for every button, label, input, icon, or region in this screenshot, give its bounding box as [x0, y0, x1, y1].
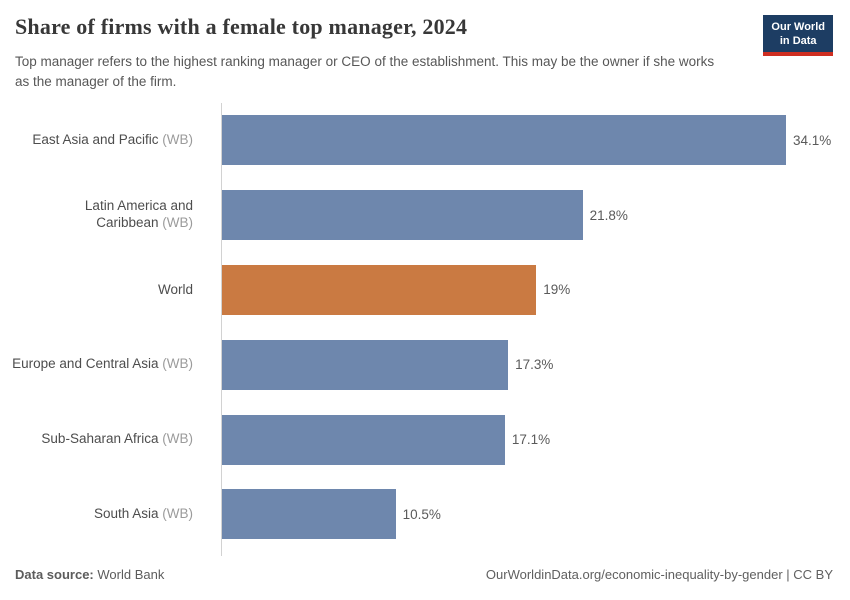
category-label: East Asia and Pacific (WB) [0, 132, 207, 149]
owid-logo[interactable]: Our World in Data [763, 15, 833, 56]
bar-south-asia[interactable] [222, 489, 396, 540]
category-label-text: Latin America and Caribbean [84, 198, 193, 231]
license-label: CC BY [793, 567, 833, 582]
category-label-text: Europe and Central Asia [12, 356, 159, 372]
category-label: Europe and Central Asia (WB) [0, 356, 207, 373]
category-label: Latin America and Caribbean (WB) [0, 198, 207, 232]
bar-track: 17.3% [222, 339, 850, 390]
chart-row: World 19% [0, 253, 850, 328]
chart-area: East Asia and Pacific (WB) 34.1% Latin Ame… [0, 103, 850, 552]
category-label-suffix: (WB) [158, 215, 193, 231]
value-label: 34.1% [793, 132, 832, 148]
bar-world[interactable] [222, 264, 537, 315]
data-source-label: Data source: [15, 567, 94, 582]
value-label: 19% [543, 282, 571, 298]
value-label: 17.3% [515, 357, 554, 373]
bar-track: 17.1% [222, 414, 850, 465]
chart-row: East Asia and Pacific (WB) 34.1% [0, 103, 850, 178]
owid-logo-line2: in Data [779, 35, 817, 48]
value-label: 21.8% [589, 207, 628, 223]
category-label-suffix: (WB) [158, 131, 193, 147]
bar-track: 21.8% [222, 190, 850, 241]
bar-track: 19% [222, 264, 850, 315]
bar-latin-america-and-caribbean[interactable] [222, 190, 583, 241]
bar-east-asia-and-pacific[interactable] [222, 115, 786, 166]
chart-footer: Data source: World Bank OurWorldinData.o… [15, 567, 833, 582]
category-label-suffix: (WB) [158, 431, 193, 447]
chart-row: Latin America and Caribbean (WB) 21.8% [0, 178, 850, 253]
bar-track: 34.1% [222, 115, 850, 166]
owid-url-link[interactable]: OurWorldinData.org/economic-inequality-b… [485, 567, 783, 582]
page-title: Share of firms with a female top manager… [15, 14, 468, 39]
category-label-suffix: (WB) [158, 505, 193, 521]
chart-row: South Asia (WB) 10.5% [0, 477, 850, 552]
data-source-value: World Bank [97, 567, 165, 582]
attribution-separator: | [782, 567, 794, 582]
value-label: 17.1% [511, 432, 551, 448]
chart-row: Europe and Central Asia (WB) 17.3% [0, 327, 850, 402]
category-label: South Asia (WB) [0, 506, 207, 523]
category-label-text: World [157, 281, 193, 297]
bar-track: 10.5% [222, 489, 850, 540]
data-source: Data source: World Bank [15, 567, 164, 582]
bar-sub-saharan-africa[interactable] [222, 414, 505, 465]
category-label-text: Sub-Saharan Africa [41, 431, 159, 447]
category-label-text: South Asia [93, 505, 159, 521]
category-label-suffix: (WB) [158, 356, 193, 372]
owid-logo-line1: Our World [771, 21, 825, 33]
value-label: 10.5% [402, 506, 441, 522]
category-label: World [0, 282, 207, 299]
chart-subtitle: Top manager refers to the highest rankin… [15, 54, 715, 90]
category-label-text: East Asia and Pacific [32, 131, 159, 147]
attribution: OurWorldinData.org/economic-inequality-b… [486, 567, 833, 582]
category-label: Sub-Saharan Africa (WB) [0, 431, 207, 448]
bar-europe-and-central-asia[interactable] [222, 339, 509, 390]
bar-rows-container: East Asia and Pacific (WB) 34.1% Latin Ame… [0, 103, 850, 552]
chart-row: Sub-Saharan Africa (WB) 17.1% [0, 402, 850, 477]
y-axis-line [221, 103, 222, 556]
